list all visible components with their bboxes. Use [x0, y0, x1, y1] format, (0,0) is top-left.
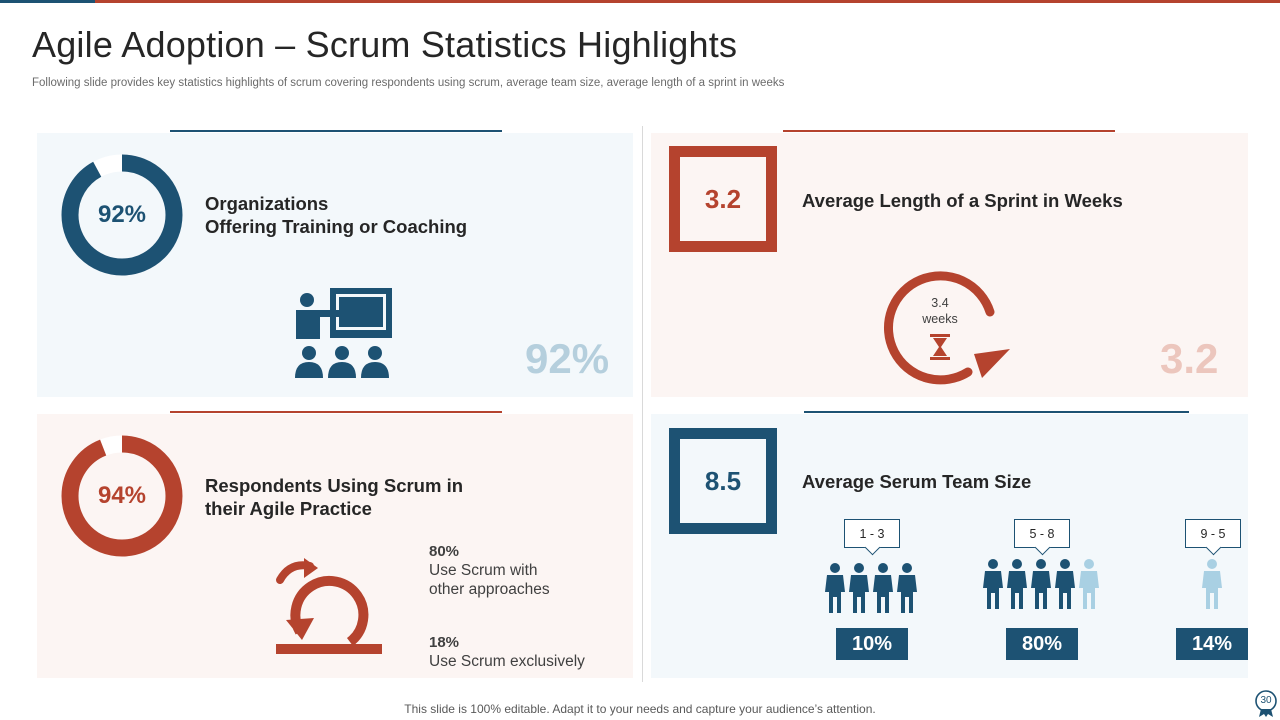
- presentation-training-icon: [295, 288, 392, 378]
- scrum-usage-heading: Respondents Using Scrum in their Agile P…: [205, 474, 605, 520]
- training-donut-arc: [61, 154, 183, 276]
- sprint-heading: Average Length of a Sprint in Weeks: [802, 190, 1123, 211]
- sprint-cycle-unit: weeks: [922, 312, 958, 326]
- stat-with-other-approaches-label: Use Scrum with other approaches: [429, 561, 550, 599]
- team-size-panel: [651, 414, 1248, 678]
- team-group-1-range: 1 - 3: [844, 519, 900, 548]
- slide-subtitle: Following slide provides key statistics …: [32, 77, 785, 89]
- sprint-panel-accent: [783, 130, 1115, 132]
- scrum-usage-heading-line2: their Agile Practice: [205, 498, 372, 519]
- scrum-usage-donut-chart: [61, 435, 183, 557]
- training-panel-accent: [170, 130, 502, 132]
- page-badge-icon: [1255, 690, 1277, 717]
- training-heading: Organizations Offering Training or Coach…: [205, 192, 605, 238]
- page-number: 30: [1260, 695, 1272, 706]
- team-size-heading: Average Serum Team Size: [802, 471, 1032, 492]
- team-group-3-percent: 14%: [1176, 628, 1248, 660]
- agile-loop-icon: [276, 558, 382, 654]
- stat-exclusive-label: Use Scrum exclusively: [429, 653, 585, 670]
- team-size-value-box: 8.5: [669, 428, 777, 534]
- sprint-panel: [651, 133, 1248, 397]
- team-group-2-percent: 80%: [1006, 628, 1078, 660]
- training-heading-line1: Organizations: [205, 193, 329, 214]
- stat-with-other-approaches-percent: 80%: [429, 543, 460, 560]
- sprint-cycle-text: 3.4 weeks: [910, 295, 970, 327]
- scrum-usage-heading-line1: Respondents Using Scrum in: [205, 475, 464, 496]
- stat-with-other-approaches-line2: other approaches: [429, 581, 550, 598]
- sprint-value-box: 3.2: [669, 146, 777, 252]
- slide-title: Agile Adoption – Scrum Statistics Highli…: [32, 24, 738, 65]
- top-accent-bar: [0, 0, 1280, 3]
- training-watermark: 92%: [525, 335, 610, 382]
- stat-exclusive-percent: 18%: [429, 634, 460, 651]
- team-size-panel-accent: [804, 411, 1189, 413]
- sprint-cycle-value: 3.4: [931, 296, 949, 310]
- team-group-2-range: 5 - 8: [1014, 519, 1070, 548]
- training-donut-label: 92%: [97, 201, 147, 228]
- training-heading-line2: Offering Training or Coaching: [205, 216, 468, 237]
- footer-note: This slide is 100% editable. Adapt it to…: [404, 702, 876, 716]
- top-accent-bar-dark: [0, 0, 95, 3]
- team-group-3-range: 9 - 5: [1185, 519, 1241, 548]
- scrum-usage-panel-accent: [170, 411, 502, 413]
- team-group-1-percent: 10%: [836, 628, 908, 660]
- team-group-1-people: [825, 563, 917, 613]
- center-divider: [642, 126, 643, 682]
- sprint-watermark: 3.2: [1160, 335, 1219, 382]
- training-donut-chart: [61, 154, 183, 276]
- team-group-3-people: [1202, 559, 1222, 609]
- stat-with-other-approaches-line1: Use Scrum with: [429, 562, 538, 579]
- scrum-usage-donut-label: 94%: [97, 482, 147, 509]
- team-group-2-people: [983, 559, 1099, 609]
- hourglass-cycle-icon: [884, 271, 1010, 385]
- scrum-usage-donut-arc: [61, 435, 183, 557]
